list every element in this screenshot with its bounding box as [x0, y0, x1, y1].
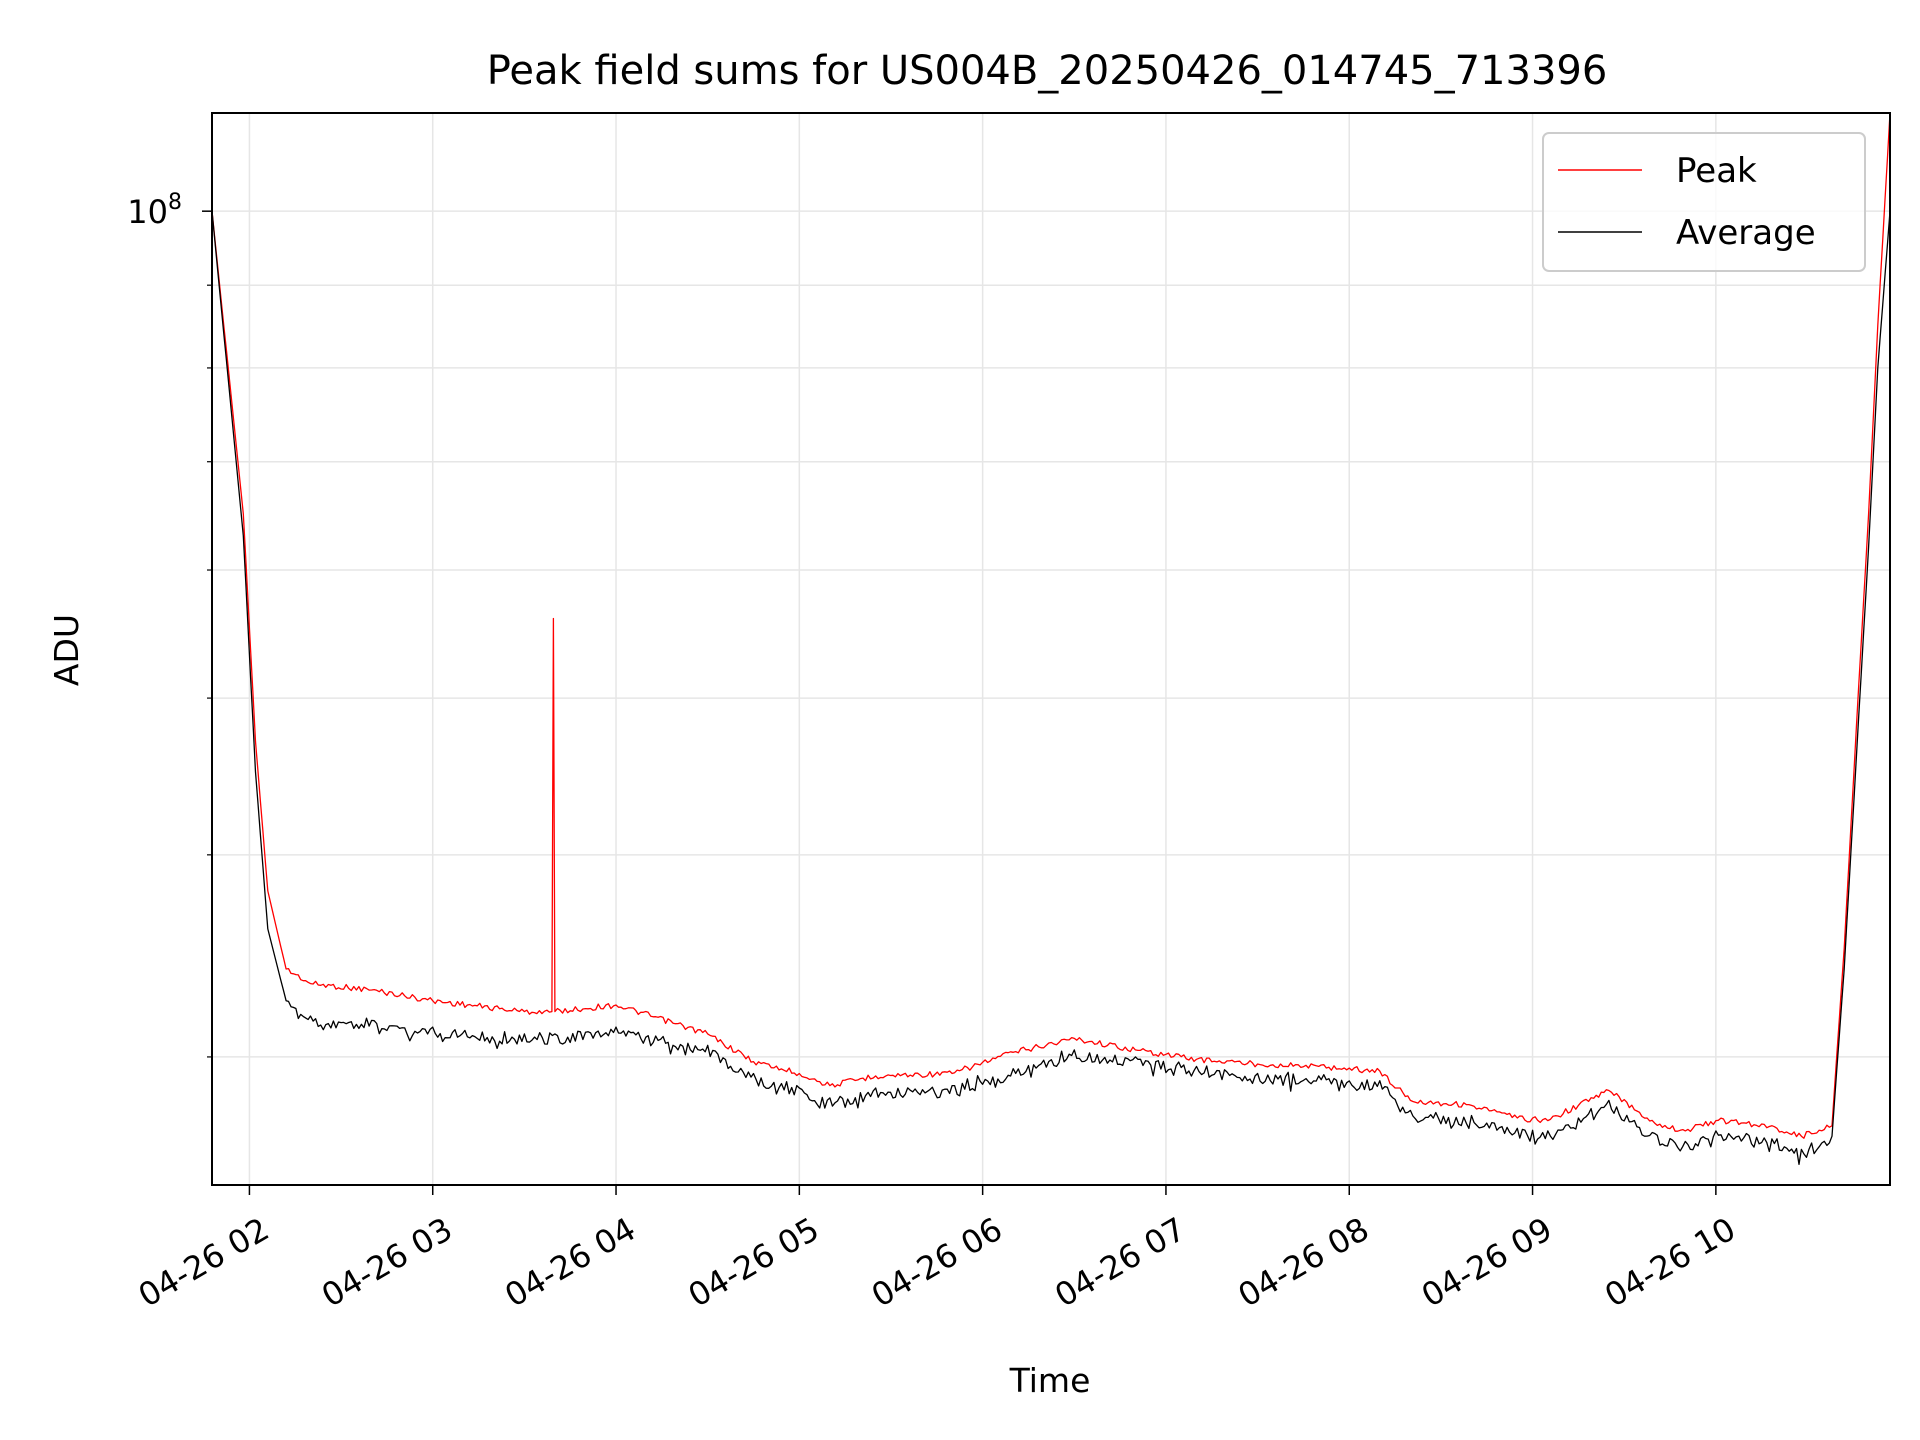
y-tick-label: 108 — [127, 190, 182, 231]
plot-frame — [211, 112, 1891, 1186]
y-axis: 108 — [127, 190, 212, 1058]
legend-average-label: Average — [1676, 213, 1816, 253]
legend: Peak Average — [1542, 132, 1866, 272]
legend-box — [1542, 132, 1866, 272]
y-axis-label: ADU — [47, 614, 86, 686]
average-series-line — [212, 211, 1890, 1166]
chart-title: Peak field sums for US004B_20250426_0147… — [487, 48, 1608, 94]
peak-series-line — [212, 113, 1890, 1139]
legend-peak-label: Peak — [1676, 151, 1757, 191]
grid — [212, 113, 1890, 1185]
series-layer — [212, 113, 1890, 1166]
x-axis-label: Time — [1009, 1361, 1091, 1400]
